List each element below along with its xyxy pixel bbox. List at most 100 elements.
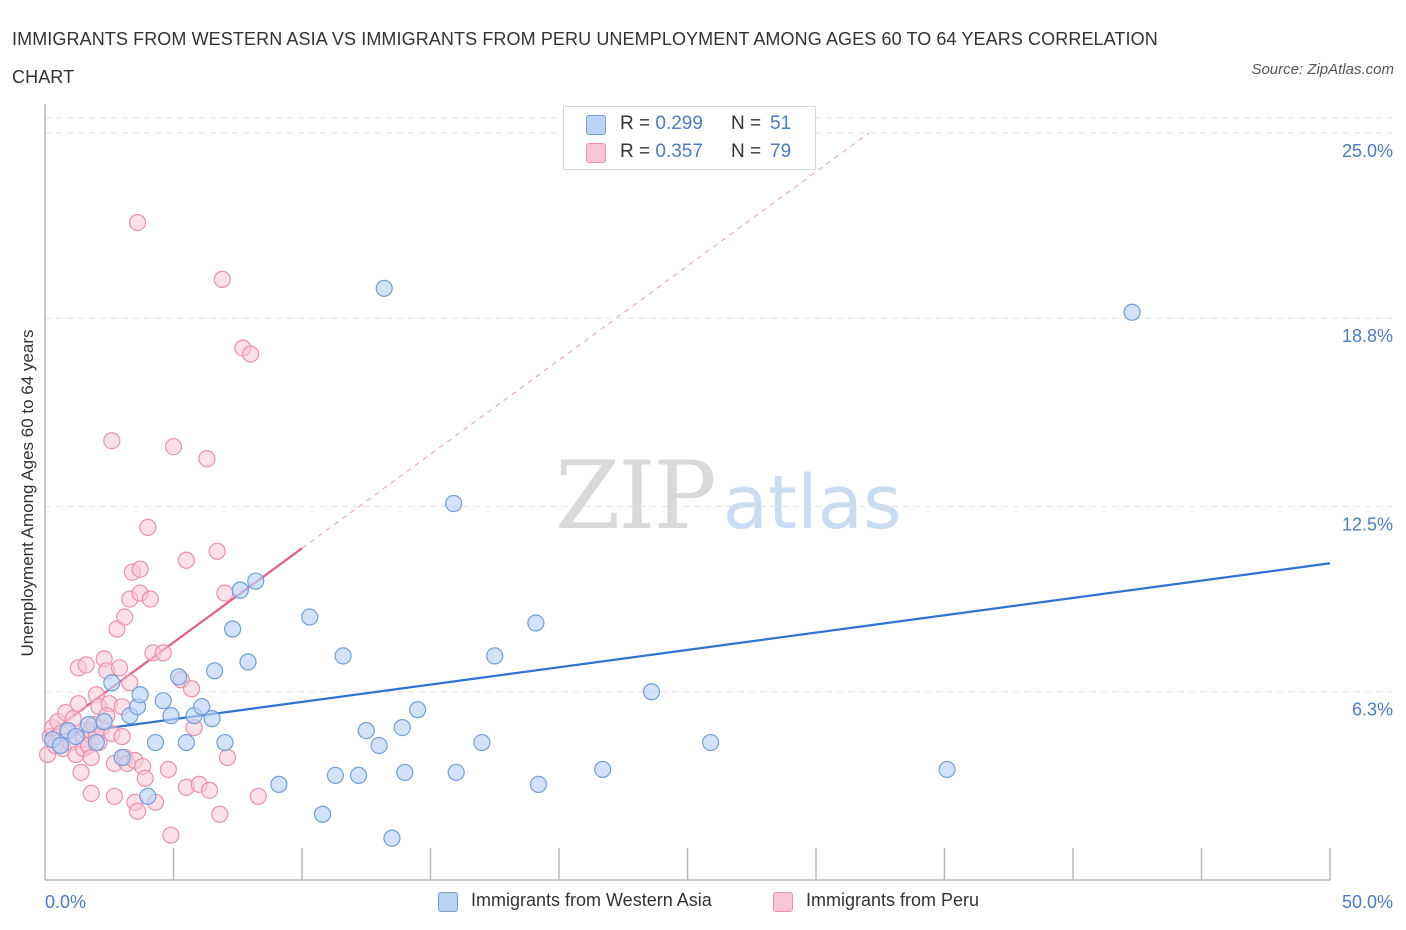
point-peru	[218, 748, 237, 767]
point-western-asia	[146, 733, 165, 752]
point-peru	[105, 787, 123, 805]
point-peru	[128, 802, 147, 820]
point-western-asia	[357, 721, 375, 740]
point-peru	[110, 659, 129, 677]
legend-n-value: 79	[770, 141, 792, 162]
y-tick-label: 18.8%	[1342, 326, 1393, 346]
legend-swatch-pink	[586, 143, 606, 163]
legend-label-peru: Immigrants from Peru	[806, 890, 980, 910]
point-peru	[116, 608, 134, 626]
legend-r-value: 0.299	[655, 113, 703, 134]
point-peru	[213, 270, 231, 288]
point-western-asia	[313, 805, 332, 823]
x-tick-label-min: 0.0%	[45, 892, 86, 912]
legend-swatch-pink	[773, 892, 793, 912]
point-layer	[38, 213, 1141, 847]
point-western-asia	[1123, 303, 1141, 321]
x-tick-label-max: 50.0%	[1342, 892, 1393, 912]
watermark-zip: ZIP	[555, 442, 717, 551]
point-peru	[82, 784, 100, 802]
point-western-asia	[231, 581, 249, 599]
point-western-asia	[139, 787, 157, 805]
y-tick-label: 25.0%	[1342, 141, 1393, 161]
point-western-asia	[193, 698, 211, 716]
legend-label-western-asia: Immigrants from Western Asia	[471, 890, 712, 910]
point-peru	[162, 826, 180, 844]
point-western-asia	[80, 716, 98, 734]
point-peru	[182, 680, 201, 698]
point-western-asia	[170, 668, 188, 686]
point-western-asia	[67, 727, 85, 746]
y-tick-label: 12.5%	[1342, 514, 1393, 534]
point-western-asia	[594, 760, 612, 779]
point-western-asia	[51, 736, 70, 755]
point-peru	[108, 620, 126, 638]
point-western-asia	[447, 763, 465, 782]
point-peru	[141, 590, 159, 608]
point-peru	[82, 748, 100, 767]
point-western-asia	[203, 710, 221, 728]
point-western-asia	[87, 733, 106, 752]
point-western-asia	[375, 279, 393, 297]
point-peru	[177, 551, 195, 569]
grid-layer	[45, 117, 1392, 693]
point-western-asia	[103, 674, 121, 692]
trend-layer	[44, 132, 1331, 738]
point-peru	[131, 560, 149, 578]
label-layer: 6.3% 12.5% 18.8% 25.0% 0.0% 50.0% Unemployment…	[18, 141, 1393, 912]
point-peru	[121, 674, 139, 692]
point-western-asia	[527, 614, 545, 632]
point-western-asia	[445, 494, 463, 513]
legend-r-value: 0.357	[655, 141, 703, 162]
point-western-asia	[162, 707, 180, 725]
point-peru	[136, 769, 154, 788]
y-tick-label: 6.3%	[1352, 700, 1393, 720]
point-western-asia	[95, 713, 113, 731]
point-western-asia	[370, 736, 388, 755]
point-western-asia	[642, 683, 661, 701]
point-peru	[77, 656, 95, 674]
point-western-asia	[239, 653, 257, 671]
legend-n-value: 51	[770, 113, 792, 134]
trend-extension-peru	[301, 132, 870, 549]
point-western-asia	[113, 748, 131, 767]
legend-r-label: R =	[620, 113, 656, 134]
point-peru	[200, 781, 219, 799]
point-western-asia	[326, 766, 345, 785]
point-western-asia	[301, 608, 319, 626]
trend-line-western-asia	[44, 562, 1331, 738]
point-western-asia	[393, 718, 411, 737]
legend-swatch-blue	[438, 892, 458, 912]
point-peru	[69, 695, 88, 713]
chart-title: IMMIGRANTS FROM WESTERN ASIA VS IMMIGRAN…	[12, 29, 1158, 87]
point-western-asia	[224, 620, 242, 638]
point-western-asia	[349, 766, 368, 785]
point-western-asia	[473, 733, 491, 752]
point-peru	[154, 644, 172, 662]
point-western-asia	[334, 647, 352, 665]
point-western-asia	[529, 775, 548, 793]
point-peru	[139, 518, 157, 536]
point-western-asia	[383, 829, 401, 847]
legend-swatch-blue	[586, 115, 606, 135]
point-peru	[128, 213, 147, 232]
point-peru	[72, 763, 90, 782]
legend-n-label: N =	[731, 141, 762, 162]
point-peru	[216, 584, 234, 602]
point-peru	[249, 787, 267, 805]
point-western-asia	[216, 733, 234, 752]
point-peru	[159, 760, 177, 779]
point-western-asia	[396, 763, 414, 782]
point-western-asia	[206, 662, 224, 680]
point-western-asia	[938, 760, 956, 779]
legend-r-label: R =	[620, 141, 656, 162]
point-peru	[164, 438, 183, 456]
point-western-asia	[131, 686, 149, 704]
zipatlas-watermark: ZIP atlas	[555, 442, 902, 551]
point-peru	[211, 805, 229, 823]
point-western-asia	[702, 733, 720, 752]
point-peru	[113, 727, 131, 746]
point-western-asia	[409, 701, 427, 719]
point-peru	[208, 542, 226, 560]
